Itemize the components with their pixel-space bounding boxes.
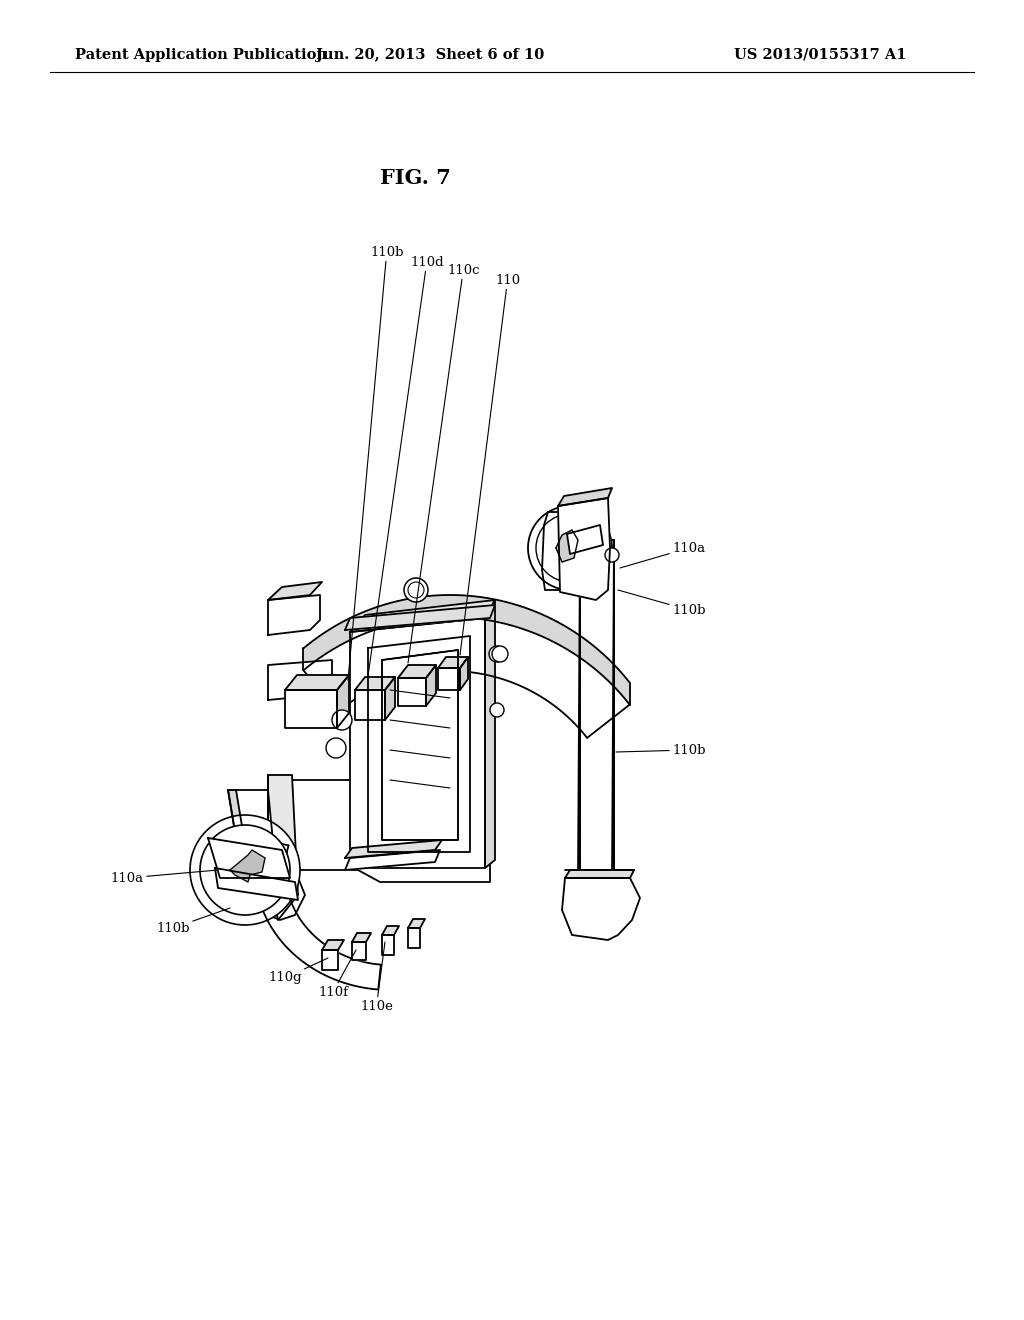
Polygon shape: [255, 840, 381, 990]
Polygon shape: [460, 657, 468, 690]
Polygon shape: [322, 950, 338, 970]
Text: 110a: 110a: [111, 870, 218, 884]
Circle shape: [492, 645, 508, 663]
Polygon shape: [355, 677, 395, 690]
Polygon shape: [268, 742, 490, 882]
Polygon shape: [567, 525, 603, 554]
Polygon shape: [303, 616, 630, 738]
Polygon shape: [345, 605, 495, 630]
Polygon shape: [208, 838, 290, 878]
Polygon shape: [398, 678, 426, 706]
Circle shape: [404, 578, 428, 602]
Text: 110b: 110b: [618, 590, 706, 616]
Polygon shape: [228, 789, 275, 862]
Polygon shape: [558, 498, 610, 601]
Text: 110b: 110b: [157, 908, 230, 935]
Polygon shape: [382, 927, 399, 935]
Polygon shape: [352, 933, 371, 942]
Polygon shape: [368, 636, 470, 851]
Polygon shape: [382, 935, 394, 954]
Polygon shape: [215, 869, 298, 900]
Circle shape: [489, 645, 505, 663]
Circle shape: [536, 513, 604, 582]
Polygon shape: [230, 850, 265, 882]
Polygon shape: [398, 665, 436, 678]
Polygon shape: [352, 942, 366, 960]
Circle shape: [408, 582, 424, 598]
Polygon shape: [345, 850, 440, 870]
Polygon shape: [268, 775, 298, 920]
Polygon shape: [350, 601, 495, 632]
Polygon shape: [562, 878, 640, 940]
Circle shape: [528, 506, 612, 590]
Text: 110d: 110d: [368, 256, 443, 676]
Text: FIG. 7: FIG. 7: [380, 168, 451, 187]
Polygon shape: [345, 840, 442, 858]
Polygon shape: [337, 675, 349, 729]
Polygon shape: [408, 928, 420, 948]
Text: 110f: 110f: [318, 950, 356, 998]
Polygon shape: [285, 690, 337, 729]
Circle shape: [490, 704, 504, 717]
Circle shape: [605, 548, 618, 562]
Polygon shape: [580, 540, 614, 878]
Polygon shape: [565, 870, 634, 878]
Circle shape: [190, 814, 300, 925]
Polygon shape: [542, 512, 606, 590]
Text: US 2013/0155317 A1: US 2013/0155317 A1: [734, 48, 906, 62]
Polygon shape: [408, 919, 425, 928]
Polygon shape: [385, 677, 395, 719]
Text: Patent Application Publication: Patent Application Publication: [75, 48, 327, 62]
Polygon shape: [285, 675, 349, 690]
Polygon shape: [438, 657, 468, 668]
Polygon shape: [268, 660, 332, 700]
Polygon shape: [556, 531, 578, 562]
Text: 110e: 110e: [360, 942, 393, 1012]
Polygon shape: [438, 668, 460, 690]
Polygon shape: [355, 690, 385, 719]
Circle shape: [326, 738, 346, 758]
Polygon shape: [426, 665, 436, 706]
Polygon shape: [303, 595, 630, 705]
Text: 110a: 110a: [620, 541, 706, 568]
Text: Jun. 20, 2013  Sheet 6 of 10: Jun. 20, 2013 Sheet 6 of 10: [315, 48, 544, 62]
Circle shape: [200, 825, 290, 915]
Text: 110g: 110g: [268, 958, 328, 985]
Text: 110b: 110b: [616, 743, 706, 756]
Polygon shape: [268, 595, 319, 635]
Polygon shape: [558, 488, 612, 506]
Polygon shape: [268, 870, 305, 920]
Polygon shape: [350, 618, 485, 869]
Text: 110b: 110b: [348, 246, 403, 680]
Circle shape: [332, 710, 352, 730]
Text: 110: 110: [460, 273, 520, 655]
Polygon shape: [268, 582, 322, 601]
Text: 110c: 110c: [408, 264, 479, 663]
Polygon shape: [382, 649, 458, 840]
Polygon shape: [322, 940, 344, 950]
Polygon shape: [228, 789, 248, 862]
Polygon shape: [485, 601, 495, 869]
